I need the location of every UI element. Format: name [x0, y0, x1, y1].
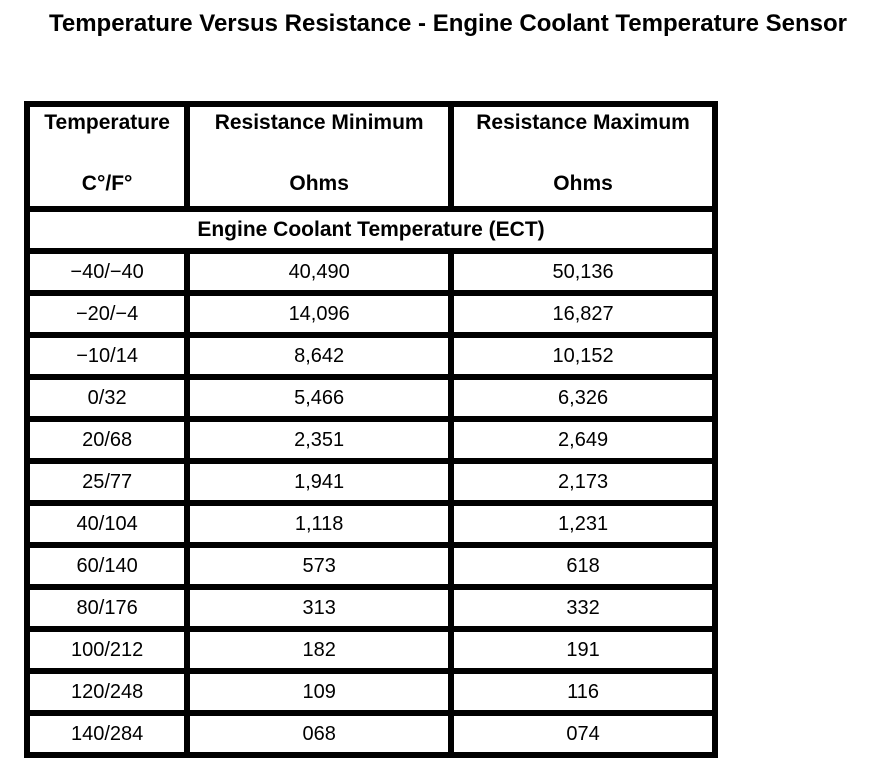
temperature-cell: 120/248: [28, 672, 187, 712]
resistance-max-cell: 191: [452, 630, 714, 670]
temperature-cell: 25/77: [28, 462, 187, 502]
resistance-min-cell: 40,490: [188, 252, 451, 292]
table-header: Temperature C°/F° Resistance Minimum Ohm…: [28, 105, 714, 250]
temperature-cell: 40/104: [28, 504, 187, 544]
temperature-resistance-table: Temperature C°/F° Resistance Minimum Ohm…: [24, 101, 718, 758]
column-title-temperature: Temperature: [44, 111, 170, 134]
resistance-min-cell: 068: [188, 714, 451, 754]
table-row: 25/77 1,941 2,173: [28, 462, 714, 502]
resistance-min-cell: 1,118: [188, 504, 451, 544]
resistance-min-cell: 8,642: [188, 336, 451, 376]
resistance-max-cell: 2,649: [452, 420, 714, 460]
column-unit-resistance-min: Ohms: [289, 172, 349, 195]
column-header-resistance-min: Resistance Minimum Ohms: [188, 105, 451, 208]
resistance-min-cell: 182: [188, 630, 451, 670]
table-row: −40/−40 40,490 50,136: [28, 252, 714, 292]
resistance-min-cell: 2,351: [188, 420, 451, 460]
table-row: −20/−4 14,096 16,827: [28, 294, 714, 334]
temperature-cell: 60/140: [28, 546, 187, 586]
temperature-cell: −20/−4: [28, 294, 187, 334]
resistance-max-cell: 50,136: [452, 252, 714, 292]
column-header-temperature: Temperature C°/F°: [28, 105, 187, 208]
table-row: 20/68 2,351 2,649: [28, 420, 714, 460]
resistance-max-cell: 10,152: [452, 336, 714, 376]
temperature-cell: 0/32: [28, 378, 187, 418]
column-title-resistance-max: Resistance Maximum: [476, 111, 690, 134]
resistance-max-cell: 1,231: [452, 504, 714, 544]
table-row: 140/284 068 074: [28, 714, 714, 754]
resistance-max-cell: 16,827: [452, 294, 714, 334]
resistance-min-cell: 109: [188, 672, 451, 712]
resistance-max-cell: 116: [452, 672, 714, 712]
resistance-max-cell: 2,173: [452, 462, 714, 502]
temperature-cell: −10/14: [28, 336, 187, 376]
resistance-max-cell: 074: [452, 714, 714, 754]
header-row: Temperature C°/F° Resistance Minimum Ohm…: [28, 105, 714, 208]
table-row: −10/14 8,642 10,152: [28, 336, 714, 376]
column-header-resistance-max: Resistance Maximum Ohms: [452, 105, 714, 208]
resistance-max-cell: 6,326: [452, 378, 714, 418]
section-header-ect: Engine Coolant Temperature (ECT): [28, 210, 714, 250]
table-row: 120/248 109 116: [28, 672, 714, 712]
column-unit-temperature: C°/F°: [81, 172, 133, 195]
table-row: 60/140 573 618: [28, 546, 714, 586]
resistance-min-cell: 1,941: [188, 462, 451, 502]
page-title: Temperature Versus Resistance - Engine C…: [48, 10, 848, 37]
temperature-cell: 100/212: [28, 630, 187, 670]
table-row: 0/32 5,466 6,326: [28, 378, 714, 418]
temperature-cell: −40/−40: [28, 252, 187, 292]
resistance-max-cell: 618: [452, 546, 714, 586]
temperature-cell: 140/284: [28, 714, 187, 754]
resistance-min-cell: 313: [188, 588, 451, 628]
table-row: 80/176 313 332: [28, 588, 714, 628]
table-row: 100/212 182 191: [28, 630, 714, 670]
table-body: −40/−40 40,490 50,136 −20/−4 14,096 16,827 −10…: [28, 252, 714, 754]
temperature-cell: 80/176: [28, 588, 187, 628]
section-header-row: Engine Coolant Temperature (ECT): [28, 210, 714, 250]
resistance-max-cell: 332: [452, 588, 714, 628]
resistance-min-cell: 573: [188, 546, 451, 586]
table-row: 40/104 1,118 1,231: [28, 504, 714, 544]
column-title-resistance-min: Resistance Minimum: [214, 111, 424, 134]
resistance-min-cell: 14,096: [188, 294, 451, 334]
resistance-min-cell: 5,466: [188, 378, 451, 418]
temperature-cell: 20/68: [28, 420, 187, 460]
column-unit-resistance-max: Ohms: [553, 172, 613, 195]
